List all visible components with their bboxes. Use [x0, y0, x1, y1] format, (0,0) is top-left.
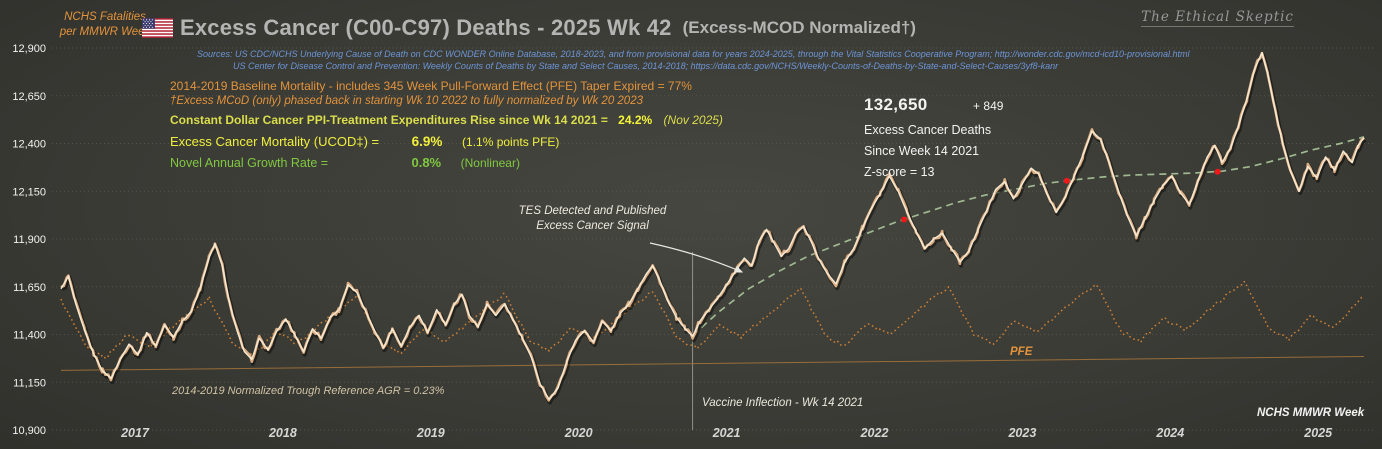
- stats-block-left: 2014-2019 Baseline Mortality - includes …: [170, 79, 723, 170]
- us-flag-icon: [142, 18, 173, 38]
- ucod-label: Excess Cancer Mortality (UCOD‡) =: [170, 134, 380, 149]
- stats-block-right: 132,650 + 849 Excess Cancer Deaths Since…: [864, 94, 1003, 183]
- signal-marker-dot: [1063, 177, 1070, 184]
- x-tick-label: 2017: [120, 426, 150, 440]
- y-tick-label: 12,400: [12, 139, 46, 151]
- vaccine-inflection-label: Vaccine Inflection - Wk 14 2021: [702, 397, 864, 409]
- y-tick-label: 12,150: [12, 186, 46, 198]
- pfe-baseline-series: [60, 280, 1365, 360]
- x-tick-label: 2023: [1007, 426, 1036, 440]
- x-tick-label: 2021: [712, 426, 741, 440]
- watermark: The Ethical Skeptic: [1141, 9, 1294, 27]
- agr-value: 0.8%: [411, 155, 442, 170]
- weekly-deaths-series-shadow: [61, 53, 1368, 405]
- sources-line1: US CDC/NCHS Underlying Cause of Death on…: [235, 49, 1190, 59]
- y-tick-label: 11,400: [13, 330, 46, 342]
- agr-note: (Nonlinear): [460, 156, 520, 170]
- y-tick-label: 12,900: [12, 43, 46, 55]
- chart-header: Excess Cancer (C00-C97) Deaths - 2025 Wk…: [142, 15, 916, 41]
- chart-subtitle: (Excess-MCOD Normalized†): [682, 18, 916, 37]
- agr-line: Novel Annual Growth Rate = 0.8% (Nonline…: [170, 155, 723, 170]
- sources-line2: US Center for Disease Control and Preven…: [233, 60, 1059, 71]
- trough-reference-line: [60, 356, 1365, 371]
- excess-delta: + 849: [973, 99, 1004, 113]
- weekly-deaths-smooth: [60, 52, 1365, 401]
- tes-annotation: TES Detected and Published Excess Cancer…: [500, 204, 685, 234]
- ppi-line: Constant Dollar Cancer PPI-Treatment Exp…: [170, 113, 723, 127]
- trough-reference-label: 2014-2019 Normalized Trough Reference AG…: [172, 385, 445, 397]
- y-tick-label: 11,900: [13, 234, 46, 246]
- x-tick-label: 2020: [564, 426, 593, 440]
- x-tick-label: 2019: [416, 426, 445, 440]
- y-axis-title-line1: NCHS Fatalities: [64, 11, 146, 23]
- chart-title: Excess Cancer (C00-C97) Deaths - 2025 Wk…: [180, 15, 672, 40]
- signal-marker-dot: [901, 216, 908, 223]
- baseline-note: 2014-2019 Baseline Mortality - includes …: [170, 79, 692, 93]
- y-tick-label: 11,650: [13, 282, 46, 294]
- sources-label: Sources:: [197, 49, 233, 59]
- signal-marker-dot: [1214, 168, 1221, 175]
- ucod-note: (1.1% points PFE): [462, 135, 560, 149]
- since-label: Since Week 14 2021: [864, 144, 980, 158]
- y-tick-label: 11,150: [13, 377, 46, 389]
- excess-label: Excess Cancer Deaths: [864, 123, 992, 137]
- ppi-value: 24.2%: [618, 113, 653, 127]
- ucod-value: 6.9%: [411, 134, 443, 149]
- pfe-label: PFE: [1010, 346, 1033, 358]
- sources-note: Sources: US CDC/NCHS Underlying Cause of…: [197, 49, 1190, 72]
- tes-arrow: [649, 242, 744, 273]
- zscore-label: Z-score = 13: [864, 165, 935, 179]
- agr-label: Novel Annual Growth Rate =: [170, 156, 329, 170]
- x-tick-label: 2022: [860, 426, 889, 440]
- y-tick-label: 10,900: [12, 425, 46, 437]
- x-axis-title: NCHS MMWR Week: [1257, 407, 1365, 419]
- mcod-note: †Excess MCoD (only) phased back in start…: [170, 95, 643, 107]
- ppi-label: Constant Dollar Cancer PPI-Treatment Exp…: [170, 113, 608, 127]
- tes-annotation-line2: Excess Cancer Signal: [536, 220, 649, 232]
- y-axis-title-line2: per MMWR Week: [59, 26, 151, 38]
- x-tick-label: 2025: [1303, 426, 1333, 440]
- y-axis-title: NCHS Fatalities per MMWR Week: [46, 10, 164, 40]
- tes-annotation-line1: TES Detected and Published: [518, 205, 667, 217]
- ppi-note: (Nov 2025): [663, 113, 723, 127]
- x-tick-label: 2024: [1155, 426, 1184, 440]
- y-tick-label: 12,650: [12, 91, 46, 103]
- x-tick-label: 2018: [268, 426, 297, 440]
- ucod-line: Excess Cancer Mortality (UCOD‡) = 6.9% (…: [170, 134, 723, 149]
- tes-trend-series: [692, 135, 1365, 337]
- excess-total: 132,650: [864, 95, 928, 114]
